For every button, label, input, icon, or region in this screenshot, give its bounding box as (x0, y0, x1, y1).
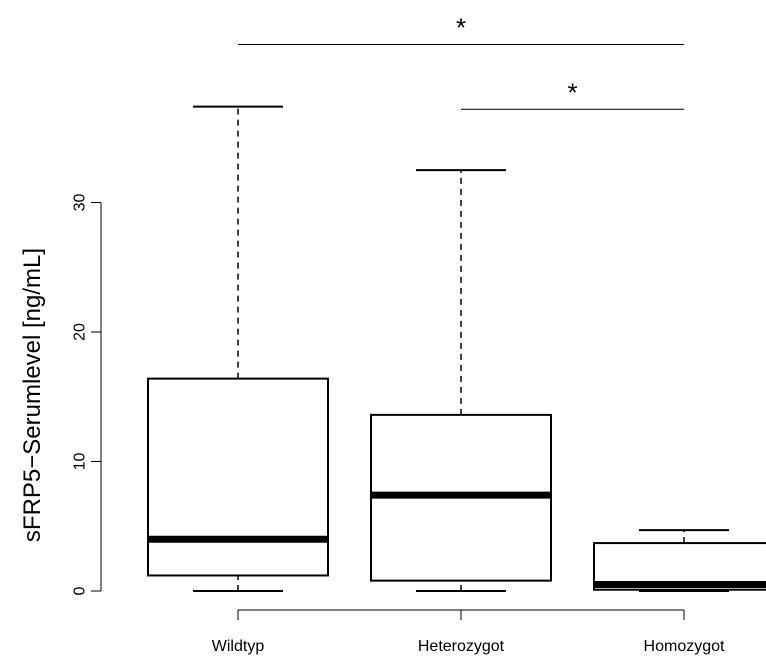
y-tick-label: 10 (72, 453, 89, 471)
box-wildtyp (147, 105, 329, 592)
boxes (147, 105, 766, 592)
x-tick-label: Wildtyp (212, 638, 265, 655)
y-tick-label: 20 (72, 323, 89, 341)
iqr-box (147, 377, 329, 577)
x-axis: Wildtyp Heterozygot Homozygot (212, 609, 725, 655)
box-homozygot (593, 529, 766, 592)
y-tick-label: 30 (72, 194, 89, 212)
y-axis: 0 10 20 30 (72, 194, 102, 595)
significance-star: * (456, 13, 466, 43)
x-tick-label: Homozygot (644, 638, 725, 655)
box-heterozygot (370, 169, 552, 592)
y-tick-label: 0 (72, 586, 89, 595)
y-axis-label: sFRP5−Serumlevel [ng/mL] (19, 248, 46, 542)
significance-brackets: ** (238, 13, 684, 110)
significance-star: * (567, 77, 577, 107)
x-tick-label: Heterozygot (418, 638, 505, 655)
